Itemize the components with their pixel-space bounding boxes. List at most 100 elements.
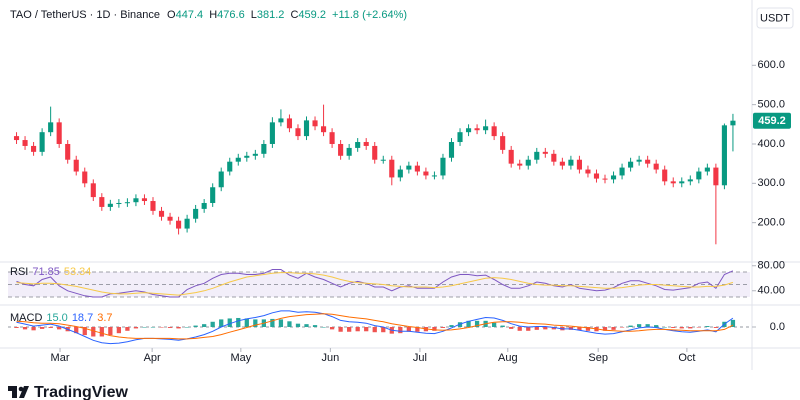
macd-histogram-bar — [551, 327, 556, 330]
macd-histogram-bar — [713, 327, 719, 328]
macd-histogram-bar — [14, 327, 19, 328]
candle-body — [65, 143, 71, 160]
candle-body — [670, 181, 676, 184]
macd-histogram-bar — [39, 327, 45, 329]
candle-body — [423, 171, 429, 176]
macd-histogram-bar — [321, 327, 326, 328]
macd-histogram-bar — [142, 327, 147, 328]
macd-histogram-bar — [210, 321, 215, 327]
currency[interactable]: USDT — [760, 12, 790, 24]
macd-histogram-bar — [99, 327, 104, 337]
x-tick-label: Jun — [322, 352, 340, 364]
candle-body — [704, 167, 710, 172]
candle-body — [602, 178, 608, 180]
macd-histogram-bar — [74, 327, 79, 334]
candle-body — [500, 136, 506, 150]
macd-histogram-bar — [619, 327, 625, 328]
candle-body — [201, 202, 207, 209]
macd-histogram-bar — [577, 327, 582, 331]
macd-histogram-bar — [449, 325, 454, 327]
ohlc-label: H — [209, 9, 217, 21]
candle-body — [440, 157, 446, 176]
candle-body — [116, 202, 122, 204]
y-tick-label: 80.00 — [757, 260, 785, 272]
candle-body — [465, 128, 472, 133]
macd-histogram-bar — [381, 327, 386, 333]
macd-histogram-bar — [492, 322, 497, 327]
y-tick-label: 400.0 — [757, 138, 785, 150]
legend-value: 53.34 — [64, 266, 92, 278]
macd-histogram-bar — [474, 320, 480, 327]
macd-histogram-bar — [534, 327, 539, 330]
candle-body — [542, 151, 548, 154]
candle-body — [184, 218, 190, 229]
macd-histogram-bar — [108, 327, 113, 336]
candle-body — [474, 128, 480, 131]
ohlc-value: 447.4 — [176, 9, 204, 21]
candle-body — [73, 159, 79, 172]
x-tick-label: Jul — [413, 352, 427, 364]
symbol: TAO / TetherUS · 1D · Binance — [10, 9, 160, 21]
rsi-legend: RSI 71.85 53.34 — [10, 266, 91, 278]
macd-histogram-bar — [270, 318, 275, 327]
candle-body — [525, 159, 531, 166]
macd-histogram-bar — [585, 327, 591, 331]
macd-histogram-bar — [236, 317, 241, 327]
candle-body — [372, 145, 378, 160]
macd-legend: MACD 15.0 18.7 3.7 — [10, 312, 113, 324]
candle-body — [628, 161, 634, 168]
macd-histogram-bar — [278, 319, 284, 327]
candle-body — [397, 169, 403, 178]
macd-histogram-bar — [184, 327, 190, 328]
macd-histogram-bar — [730, 319, 736, 327]
candle-body — [713, 167, 719, 186]
macd-histogram-bar — [406, 327, 411, 332]
candle-body — [286, 118, 293, 129]
candle-body — [150, 201, 156, 211]
macd-histogram-bar — [193, 325, 198, 327]
candle-body — [338, 143, 344, 156]
candle-body — [13, 136, 20, 141]
candle-body — [619, 167, 625, 176]
candle-body — [244, 155, 250, 158]
currency-button[interactable] — [756, 7, 794, 29]
candle-body — [295, 128, 301, 137]
last-price-tag — [753, 112, 791, 129]
candle-body — [645, 159, 651, 164]
macd-histogram-bar — [82, 327, 87, 336]
candle-body — [321, 126, 327, 133]
macd-line — [16, 310, 734, 345]
macd-histogram-bar — [347, 327, 352, 332]
candle-body — [235, 157, 241, 162]
candle-body — [22, 140, 28, 146]
y-tick-label: 200.0 — [757, 217, 785, 229]
macd-histogram-bar — [543, 327, 548, 330]
last-price-label: 459.2 — [758, 115, 786, 127]
candle-body — [303, 120, 310, 137]
candle-body — [636, 159, 642, 162]
candle-body — [218, 171, 224, 188]
change: +11.8 (+2.64%) — [332, 9, 407, 21]
ohlc-value: 476.6 — [217, 9, 245, 21]
macd-histogram-bar — [57, 327, 62, 330]
macd-histogram-bar — [219, 319, 224, 327]
candle-body — [158, 210, 165, 217]
macd-histogram-bar — [312, 325, 318, 327]
candle-body — [696, 171, 702, 180]
candle-body — [457, 132, 463, 143]
macd-histogram-bar — [91, 327, 96, 337]
macd-histogram-bar — [244, 318, 249, 327]
x-tick-label: Aug — [498, 352, 518, 364]
macd-histogram-bar — [500, 325, 505, 327]
rsi-line — [16, 269, 734, 298]
candle-body — [448, 142, 455, 158]
macd-histogram-bar — [679, 327, 684, 329]
candle-body — [517, 163, 523, 166]
legend-title: MACD — [10, 312, 42, 324]
macd-histogram-bar — [116, 327, 122, 334]
macd-histogram-bar — [31, 327, 36, 331]
candle-body — [210, 187, 216, 203]
x-tick-label: Sep — [588, 352, 608, 364]
candle-body — [133, 198, 139, 203]
